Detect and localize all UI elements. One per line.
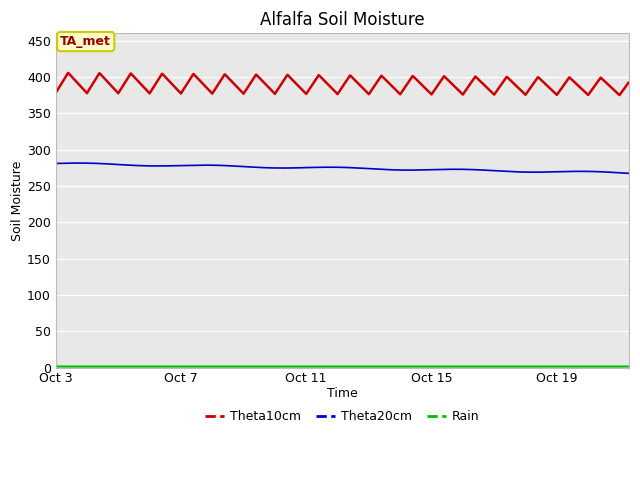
Text: TA_met: TA_met — [60, 35, 111, 48]
Y-axis label: Soil Moisture: Soil Moisture — [11, 160, 24, 240]
Legend: Theta10cm, Theta20cm, Rain: Theta10cm, Theta20cm, Rain — [200, 405, 484, 428]
Title: Alfalfa Soil Moisture: Alfalfa Soil Moisture — [260, 11, 424, 29]
X-axis label: Time: Time — [327, 387, 358, 400]
